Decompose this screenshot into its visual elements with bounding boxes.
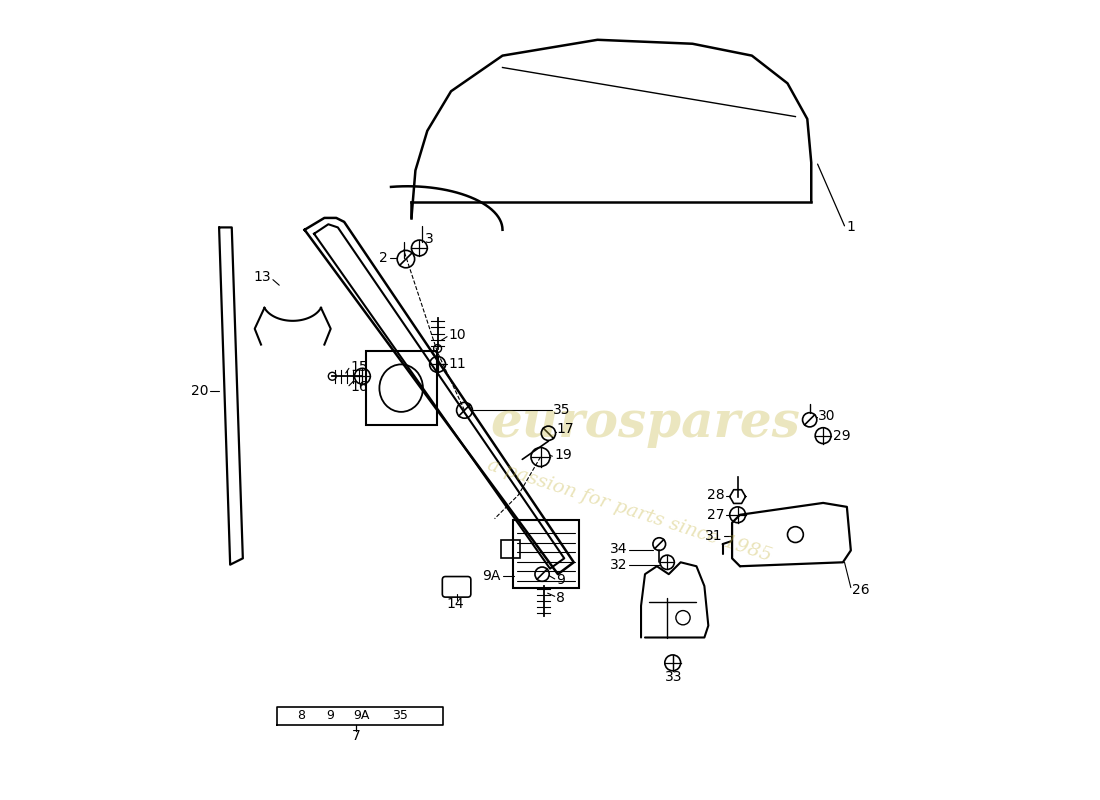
Text: 30: 30 <box>817 409 835 423</box>
Text: 31: 31 <box>705 529 723 543</box>
Text: 9: 9 <box>557 573 565 586</box>
Text: 9A: 9A <box>483 569 500 582</box>
Text: 35: 35 <box>553 402 571 417</box>
Text: 3: 3 <box>425 232 433 246</box>
Text: 26: 26 <box>852 583 870 597</box>
Text: 8: 8 <box>297 710 305 722</box>
Text: 9: 9 <box>326 710 334 722</box>
Text: 8: 8 <box>557 591 565 605</box>
Text: a passion for parts since 1985: a passion for parts since 1985 <box>485 456 773 566</box>
Text: 7: 7 <box>352 730 361 743</box>
Text: 33: 33 <box>664 670 682 684</box>
Text: 1: 1 <box>847 221 856 234</box>
Text: 32: 32 <box>610 558 628 573</box>
Text: 34: 34 <box>610 542 628 556</box>
Text: 35: 35 <box>392 710 407 722</box>
Text: 27: 27 <box>706 508 724 522</box>
Text: 15: 15 <box>351 360 369 374</box>
Text: 9A: 9A <box>353 710 370 722</box>
Text: 20: 20 <box>190 383 208 398</box>
Text: 17: 17 <box>557 422 574 436</box>
Text: 2: 2 <box>379 250 387 265</box>
Text: 11: 11 <box>449 358 466 371</box>
Text: 28: 28 <box>706 488 724 502</box>
Text: 10: 10 <box>449 328 466 342</box>
Text: 13: 13 <box>254 270 272 284</box>
Text: 19: 19 <box>554 449 572 462</box>
Text: 16: 16 <box>351 380 369 394</box>
Text: 14: 14 <box>447 598 464 611</box>
Text: 29: 29 <box>834 429 851 442</box>
Text: eurospares: eurospares <box>491 399 800 448</box>
